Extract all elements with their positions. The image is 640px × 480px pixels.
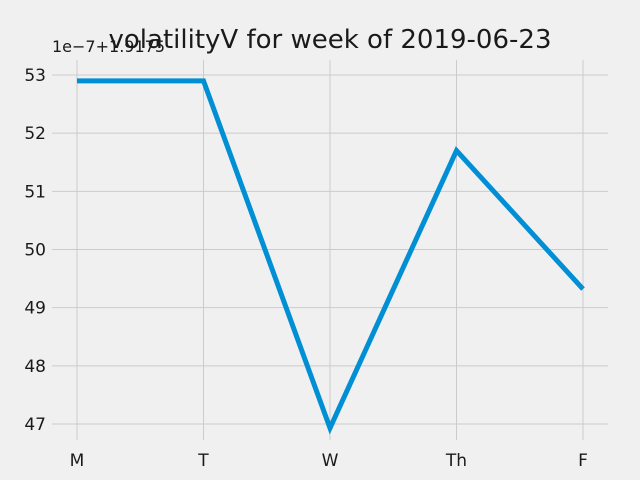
y-tick-label: 47 bbox=[24, 415, 46, 435]
x-tick-label: M bbox=[70, 451, 85, 471]
axis-offset-label: 1e−7+1.9175 bbox=[52, 37, 165, 56]
y-tick-label: 52 bbox=[24, 124, 46, 144]
x-tick-label: Th bbox=[445, 451, 467, 471]
tick-labels: 47 48 49 50 51 52 53 M T W Th F bbox=[24, 66, 588, 471]
x-tick-label: T bbox=[197, 451, 209, 471]
x-tick-label: F bbox=[578, 451, 588, 471]
y-tick-label: 51 bbox=[24, 182, 46, 202]
y-tick-label: 49 bbox=[24, 299, 46, 319]
y-tick-label: 53 bbox=[24, 66, 46, 86]
y-tick-label: 50 bbox=[24, 241, 46, 261]
series-layer bbox=[76, 78, 585, 435]
chart-title: volatilityV for week of 2019-06-23 bbox=[109, 25, 552, 55]
x-tick-label: W bbox=[322, 451, 339, 471]
y-tick-label: 48 bbox=[24, 357, 46, 377]
grid bbox=[52, 60, 608, 440]
